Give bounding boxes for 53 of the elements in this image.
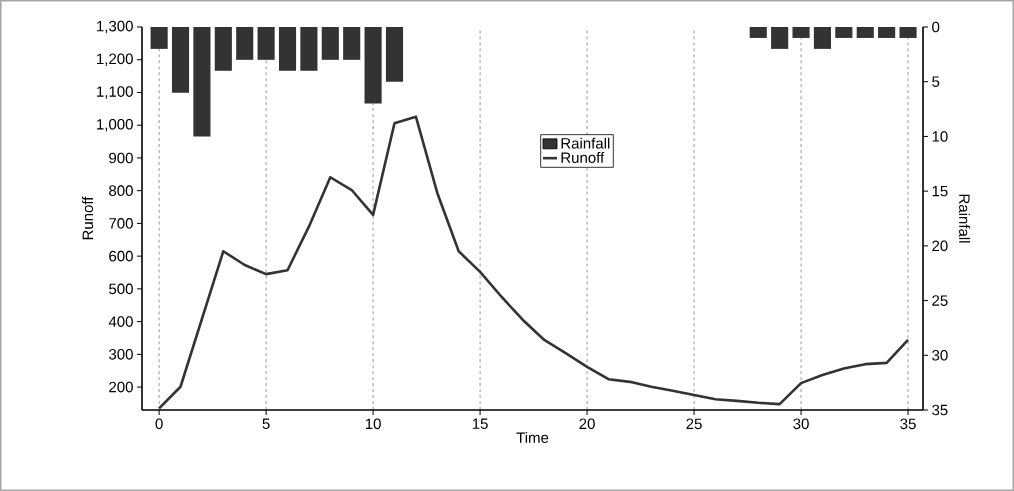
bar <box>792 27 810 38</box>
bar <box>278 27 297 71</box>
y-tick-label: 1,100 <box>97 86 133 99</box>
bar <box>214 27 232 71</box>
x-tick-label: 20 <box>579 418 595 430</box>
y2-tick-label: 15 <box>932 185 948 197</box>
x-tick-label: 0 <box>155 418 163 430</box>
y-tick-label: 500 <box>109 283 133 295</box>
bar <box>856 27 874 38</box>
y2-tick-label: 30 <box>932 349 948 361</box>
x-axis-title: Time <box>516 431 549 443</box>
x-tick-label: 30 <box>793 418 809 430</box>
y2-axis-title: Rainfall <box>959 194 971 243</box>
bar <box>835 27 853 38</box>
legend-label: Rainfall <box>561 137 610 149</box>
bar <box>321 27 339 60</box>
bar <box>343 27 361 60</box>
bar <box>236 27 254 60</box>
bar <box>193 27 211 137</box>
y-tick-label: 1,000 <box>97 119 133 132</box>
y2-tick-label: 10 <box>932 131 948 142</box>
x-tick-label: 15 <box>472 418 488 429</box>
y2-tick-label: 25 <box>932 295 948 306</box>
y-tick-label: 300 <box>109 349 133 360</box>
x-tick-label: 35 <box>900 418 916 430</box>
y2-tick-label: 0 <box>932 21 940 33</box>
x-tick-label: 5 <box>262 418 270 429</box>
bar <box>385 27 404 82</box>
x-tick-label: 25 <box>686 418 702 430</box>
bar <box>171 27 190 93</box>
bar <box>257 27 275 60</box>
bar <box>899 27 917 38</box>
y-tick-label: 600 <box>109 250 133 262</box>
y-tick-label: 1,200 <box>97 53 133 66</box>
bar <box>364 27 382 104</box>
y2-tick-label: 20 <box>932 240 948 252</box>
legend-label: Runoff <box>561 151 605 163</box>
y-tick-label: 800 <box>109 185 133 196</box>
y2-tick-label: 35 <box>932 404 948 416</box>
x-tick-label: 10 <box>365 418 381 430</box>
bar <box>749 27 767 38</box>
y-tick-label: 900 <box>109 152 133 164</box>
y-tick-label: 700 <box>109 218 133 229</box>
y2-tick-label: 5 <box>932 76 940 87</box>
bar <box>878 27 896 38</box>
bar <box>300 27 318 71</box>
y-axis-title: Runoff <box>82 196 94 240</box>
y-tick-label: 400 <box>108 316 133 327</box>
bar <box>813 27 831 49</box>
bar <box>771 27 789 49</box>
bar <box>150 27 168 49</box>
y-tick-label: 200 <box>109 381 133 393</box>
y-tick-label: 1,300 <box>97 20 133 34</box>
